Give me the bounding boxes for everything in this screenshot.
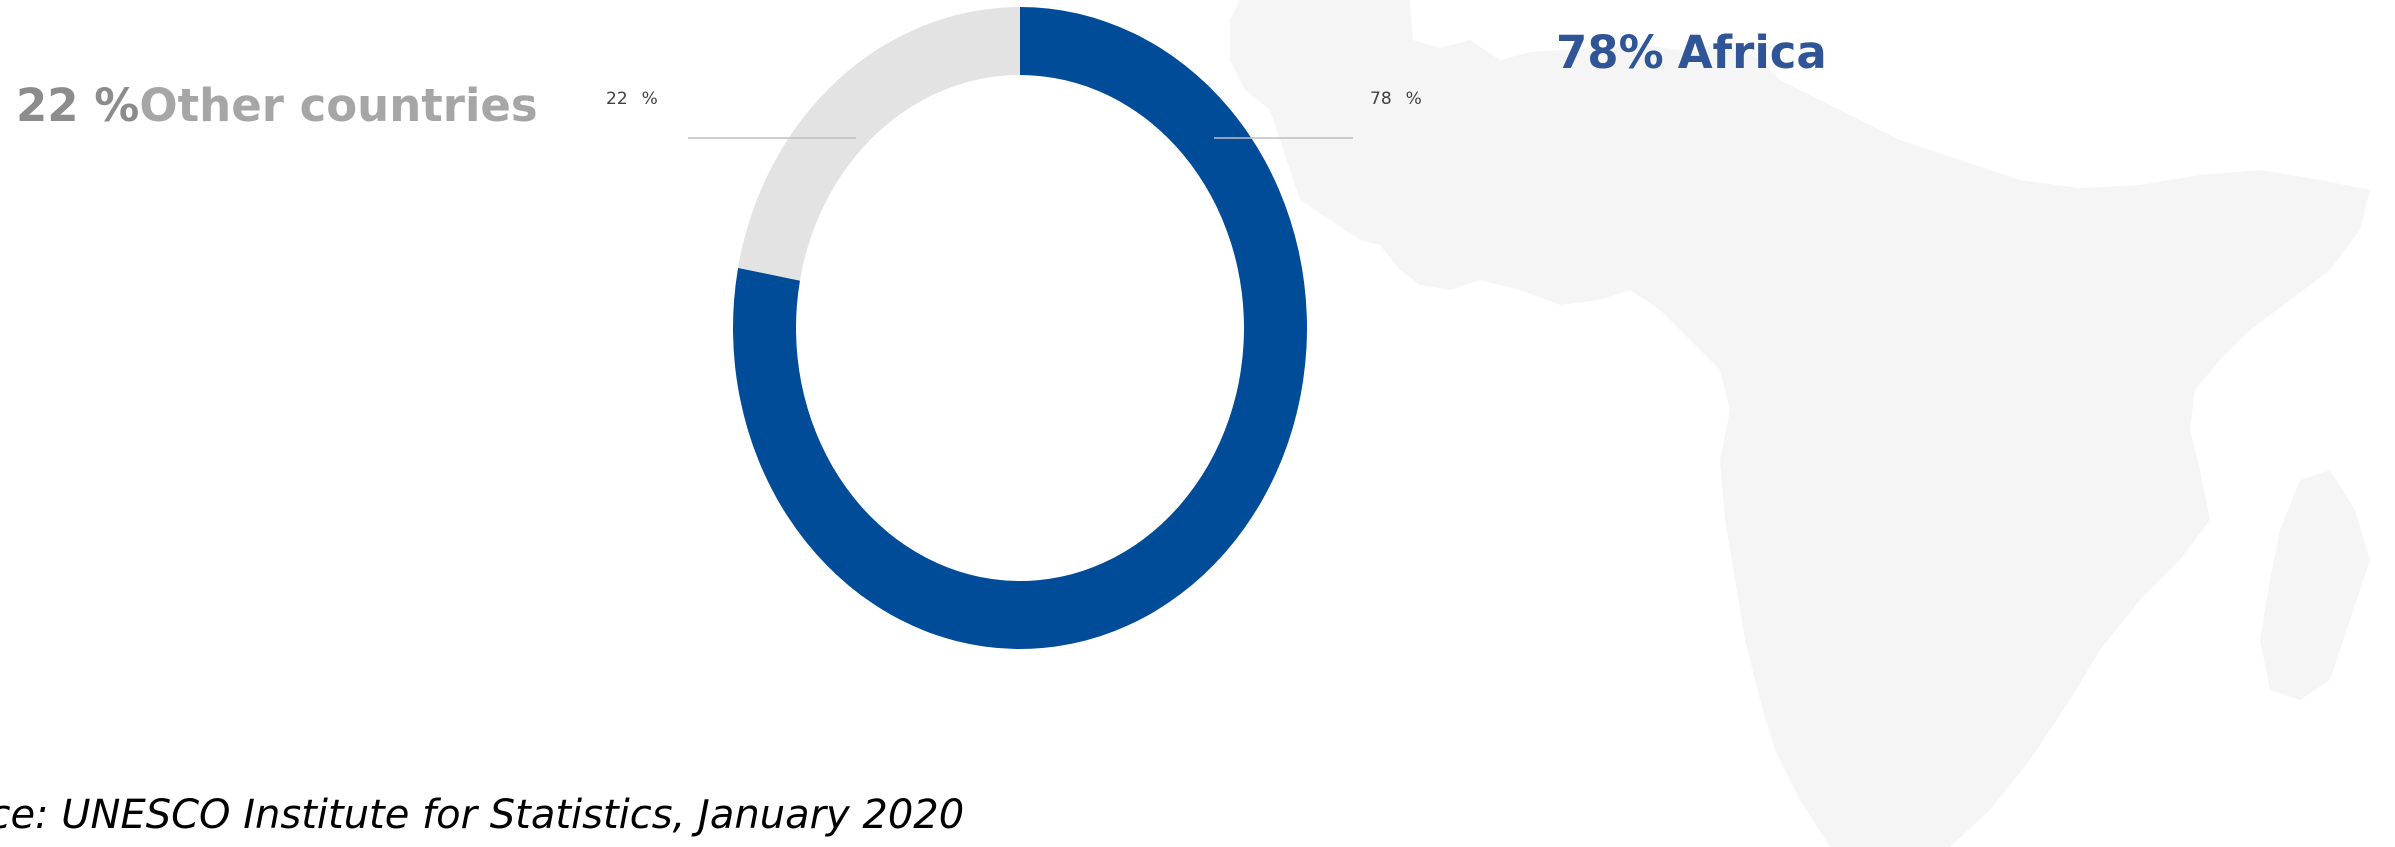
data-label-africa-value: 78 bbox=[1370, 89, 1392, 109]
other-countries-name: Other countries bbox=[139, 79, 538, 132]
data-label-other: 22% bbox=[606, 91, 658, 108]
africa-pct: 78% bbox=[1556, 26, 1664, 79]
data-label-africa: 78% bbox=[1370, 91, 1422, 108]
data-label-other-value: 22 bbox=[606, 89, 628, 109]
data-label-other-unit: % bbox=[641, 89, 658, 109]
data-label-africa-unit: % bbox=[1405, 89, 1422, 109]
africa-label: 78% Africa bbox=[1556, 30, 1827, 75]
africa-name: Africa bbox=[1677, 26, 1827, 79]
source-note: rce: UNESCO Institute for Statistics, Ja… bbox=[0, 792, 965, 838]
other-countries-pct: 22 % bbox=[16, 79, 140, 132]
donut-slice-other-countries bbox=[738, 7, 1020, 281]
other-countries-label: 22 %Other countries bbox=[16, 83, 538, 128]
